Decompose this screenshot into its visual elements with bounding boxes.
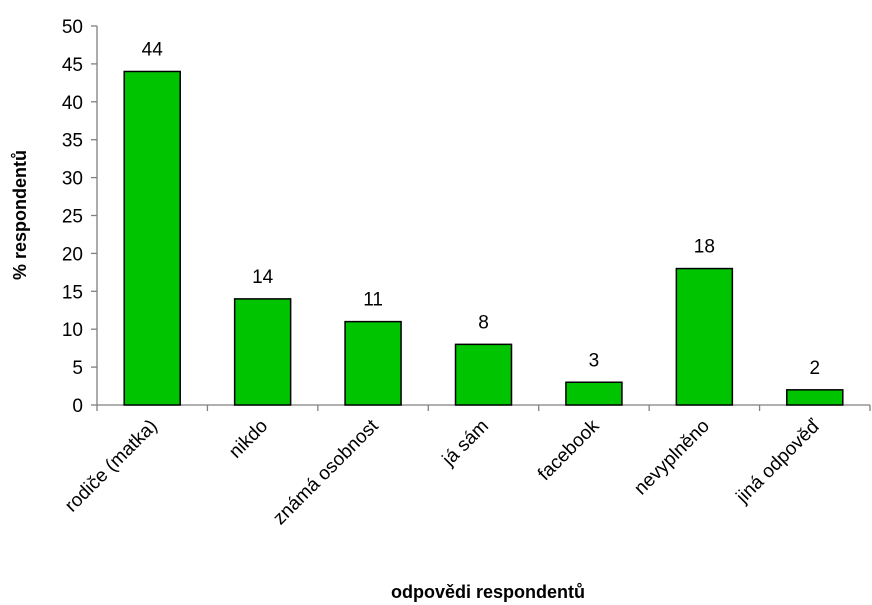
data-label: 2 <box>809 358 820 379</box>
y-tick-label: 25 <box>62 207 83 228</box>
data-label: 11 <box>363 290 383 311</box>
y-tick-label: 35 <box>62 131 83 152</box>
data-label: 18 <box>694 237 715 258</box>
y-tick-label: 40 <box>62 93 83 114</box>
x-axis-title: odpovědi respondentů <box>391 582 585 602</box>
y-tick-label: 10 <box>62 320 83 341</box>
y-axis-title: % respondentů <box>10 150 30 280</box>
x-tick-label: rodiče (matka) <box>61 416 162 517</box>
y-tick-label: 20 <box>62 244 83 265</box>
data-label: 14 <box>252 267 274 288</box>
data-label: 3 <box>589 350 600 371</box>
x-tick-label: jiná odpověď <box>732 415 825 508</box>
x-tick-label: nevyplněno <box>630 416 714 500</box>
y-tick-label: 5 <box>72 358 83 379</box>
data-labels: 44 14 11 8 3 18 2 <box>142 39 820 378</box>
bar <box>123 70 181 406</box>
y-tick-label: 45 <box>62 55 83 76</box>
x-tick-label: nikdo <box>225 416 272 463</box>
x-tick-label: facebook <box>534 415 604 485</box>
bar <box>786 389 844 406</box>
bar <box>344 320 402 406</box>
y-tick-label: 50 <box>62 17 83 38</box>
x-tick-label: známá osobnost <box>269 415 383 529</box>
bars <box>123 70 844 406</box>
x-tick-label: já sám <box>438 416 493 471</box>
data-label: 44 <box>142 39 164 60</box>
y-tick-label: 15 <box>62 282 83 303</box>
bar <box>565 381 623 406</box>
data-label: 8 <box>478 312 489 333</box>
y-axis: 0 5 10 15 20 25 30 35 40 45 50 <box>62 17 98 417</box>
bar <box>675 267 734 406</box>
y-tick-label: 30 <box>62 169 83 190</box>
bar <box>454 343 513 406</box>
y-tick-label: 0 <box>72 396 83 417</box>
bar <box>233 298 292 406</box>
